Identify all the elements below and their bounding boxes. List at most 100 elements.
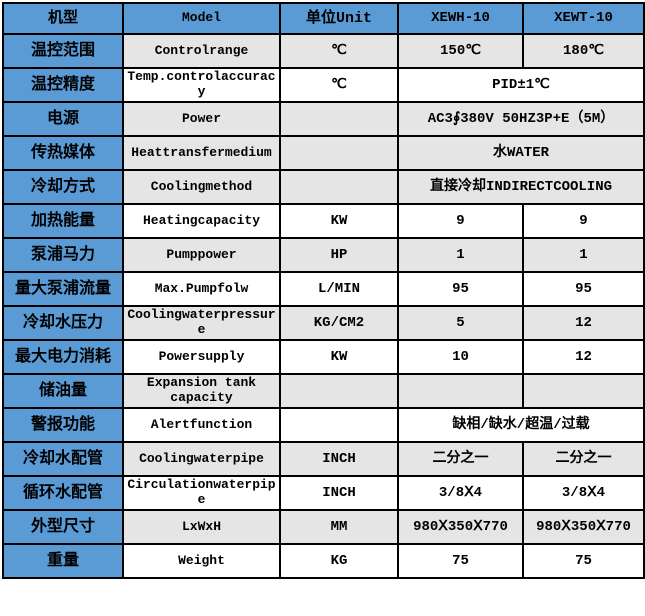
value-cell-xewt10: 180℃ bbox=[522, 33, 645, 69]
value-cell-xewt10: 12 bbox=[522, 305, 645, 341]
row-label-cn: 量大泵浦流量 bbox=[2, 271, 124, 307]
value-cell-xewh10: 95 bbox=[397, 271, 524, 307]
unit-cell bbox=[279, 169, 399, 205]
unit-cell: INCH bbox=[279, 441, 399, 477]
table-row: 传热媒体 Heattransfermedium 水WATER bbox=[2, 135, 645, 171]
value-cell-xewh10: 5 bbox=[397, 305, 524, 341]
row-label-cn: 冷却水配管 bbox=[2, 441, 124, 477]
header-machine-type: 机型 bbox=[2, 2, 124, 35]
row-label-en: Max.Pumpfolw bbox=[122, 271, 281, 307]
table-body: 温控范围 Controlrange ℃ 150℃ 180℃ 温控精度 Temp.contro… bbox=[2, 33, 645, 579]
merged-value-cell: 直接冷却INDIRECTCOOLING bbox=[397, 169, 645, 205]
unit-cell: ℃ bbox=[279, 33, 399, 69]
row-label-en: Expansion tank capacity bbox=[122, 373, 281, 409]
row-label-cn: 温控范围 bbox=[2, 33, 124, 69]
merged-value-cell: PID±1℃ bbox=[397, 67, 645, 103]
header-unit: 单位Unit bbox=[279, 2, 399, 35]
table-row: 循环水配管 Circulationwaterpipe INCH 3/8Ⅹ4 3/8Ⅹ4 bbox=[2, 475, 645, 511]
unit-cell: ℃ bbox=[279, 67, 399, 103]
table-row: 加热能量 Heatingcapacity KW 9 9 bbox=[2, 203, 645, 239]
value-cell-xewh10: 980Ⅹ350Ⅹ770 bbox=[397, 509, 524, 545]
row-label-cn: 电源 bbox=[2, 101, 124, 137]
row-label-en: Coolingmethod bbox=[122, 169, 281, 205]
spec-table: 机型 Model 单位Unit XEWH-10 XEWT-10 温控范围 Cont… bbox=[2, 2, 645, 579]
row-label-en: Heattransfermedium bbox=[122, 135, 281, 171]
row-label-cn: 外型尺寸 bbox=[2, 509, 124, 545]
row-label-en: Weight bbox=[122, 543, 281, 579]
unit-cell bbox=[279, 101, 399, 137]
unit-cell: L/MIN bbox=[279, 271, 399, 307]
table-row: 冷却方式 Coolingmethod 直接冷却INDIRECTCOOLING bbox=[2, 169, 645, 205]
header-model-xewt10: XEWT-10 bbox=[522, 2, 645, 35]
value-cell-xewh10: 3/8Ⅹ4 bbox=[397, 475, 524, 511]
unit-cell bbox=[279, 407, 399, 443]
value-cell-xewh10: 150℃ bbox=[397, 33, 524, 69]
unit-cell bbox=[279, 135, 399, 171]
value-cell-xewt10: 二分之一 bbox=[522, 441, 645, 477]
value-cell-xewt10 bbox=[522, 373, 645, 409]
value-cell-xewh10: 9 bbox=[397, 203, 524, 239]
row-label-en: Coolingwaterpressure bbox=[122, 305, 281, 341]
table-row: 量大泵浦流量 Max.Pumpfolw L/MIN 95 95 bbox=[2, 271, 645, 307]
row-label-en: Temp.controlaccuracy bbox=[122, 67, 281, 103]
value-cell-xewh10: 75 bbox=[397, 543, 524, 579]
table-row: 泵浦马力 Pumppower HP 1 1 bbox=[2, 237, 645, 273]
table-row: 温控精度 Temp.controlaccuracy ℃ PID±1℃ bbox=[2, 67, 645, 103]
table-row: 储油量 Expansion tank capacity bbox=[2, 373, 645, 409]
merged-value-cell: AC3∮380V 50HZ3P+E（5M） bbox=[397, 101, 645, 137]
unit-cell: KG bbox=[279, 543, 399, 579]
merged-value-cell: 水WATER bbox=[397, 135, 645, 171]
row-label-en: Heatingcapacity bbox=[122, 203, 281, 239]
value-cell-xewt10: 9 bbox=[522, 203, 645, 239]
table-row: 电源 Power AC3∮380V 50HZ3P+E（5M） bbox=[2, 101, 645, 137]
table-row: 外型尺寸 LxWxH MM 980Ⅹ350Ⅹ770 980Ⅹ350Ⅹ770 bbox=[2, 509, 645, 545]
unit-cell: INCH bbox=[279, 475, 399, 511]
row-label-en: Controlrange bbox=[122, 33, 281, 69]
table-row: 重量 Weight KG 75 75 bbox=[2, 543, 645, 579]
unit-cell: HP bbox=[279, 237, 399, 273]
row-label-en: Powersupply bbox=[122, 339, 281, 375]
table-row: 冷却水压力 Coolingwaterpressure KG/CM2 5 12 bbox=[2, 305, 645, 341]
row-label-cn: 警报功能 bbox=[2, 407, 124, 443]
value-cell-xewh10: 10 bbox=[397, 339, 524, 375]
header-model-xewh10: XEWH-10 bbox=[397, 2, 524, 35]
row-label-cn: 传热媒体 bbox=[2, 135, 124, 171]
unit-cell: MM bbox=[279, 509, 399, 545]
table-row: 警报功能 Alertfunction 缺相/缺水/超温/过载 bbox=[2, 407, 645, 443]
value-cell-xewt10: 75 bbox=[522, 543, 645, 579]
row-label-cn: 最大电力消耗 bbox=[2, 339, 124, 375]
row-label-cn: 加热能量 bbox=[2, 203, 124, 239]
row-label-en: Pumppower bbox=[122, 237, 281, 273]
row-label-cn: 冷却方式 bbox=[2, 169, 124, 205]
value-cell-xewh10: 二分之一 bbox=[397, 441, 524, 477]
row-label-en: LxWxH bbox=[122, 509, 281, 545]
row-label-cn: 储油量 bbox=[2, 373, 124, 409]
row-label-cn: 循环水配管 bbox=[2, 475, 124, 511]
row-label-en: Circulationwaterpipe bbox=[122, 475, 281, 511]
row-label-cn: 冷却水压力 bbox=[2, 305, 124, 341]
value-cell-xewt10: 1 bbox=[522, 237, 645, 273]
row-label-cn: 重量 bbox=[2, 543, 124, 579]
value-cell-xewh10 bbox=[397, 373, 524, 409]
unit-cell bbox=[279, 373, 399, 409]
unit-cell: KW bbox=[279, 203, 399, 239]
header-row: 机型 Model 单位Unit XEWH-10 XEWT-10 bbox=[2, 2, 645, 35]
table-row: 冷却水配管 Coolingwaterpipe INCH 二分之一 二分之一 bbox=[2, 441, 645, 477]
row-label-cn: 泵浦马力 bbox=[2, 237, 124, 273]
row-label-en: Alertfunction bbox=[122, 407, 281, 443]
row-label-en: Coolingwaterpipe bbox=[122, 441, 281, 477]
value-cell-xewt10: 3/8Ⅹ4 bbox=[522, 475, 645, 511]
value-cell-xewt10: 980Ⅹ350Ⅹ770 bbox=[522, 509, 645, 545]
value-cell-xewt10: 95 bbox=[522, 271, 645, 307]
value-cell-xewt10: 12 bbox=[522, 339, 645, 375]
value-cell-xewh10: 1 bbox=[397, 237, 524, 273]
unit-cell: KW bbox=[279, 339, 399, 375]
header-model: Model bbox=[122, 2, 281, 35]
row-label-en: Power bbox=[122, 101, 281, 137]
table-row: 温控范围 Controlrange ℃ 150℃ 180℃ bbox=[2, 33, 645, 69]
row-label-cn: 温控精度 bbox=[2, 67, 124, 103]
merged-value-cell: 缺相/缺水/超温/过载 bbox=[397, 407, 645, 443]
table-row: 最大电力消耗 Powersupply KW 10 12 bbox=[2, 339, 645, 375]
unit-cell: KG/CM2 bbox=[279, 305, 399, 341]
